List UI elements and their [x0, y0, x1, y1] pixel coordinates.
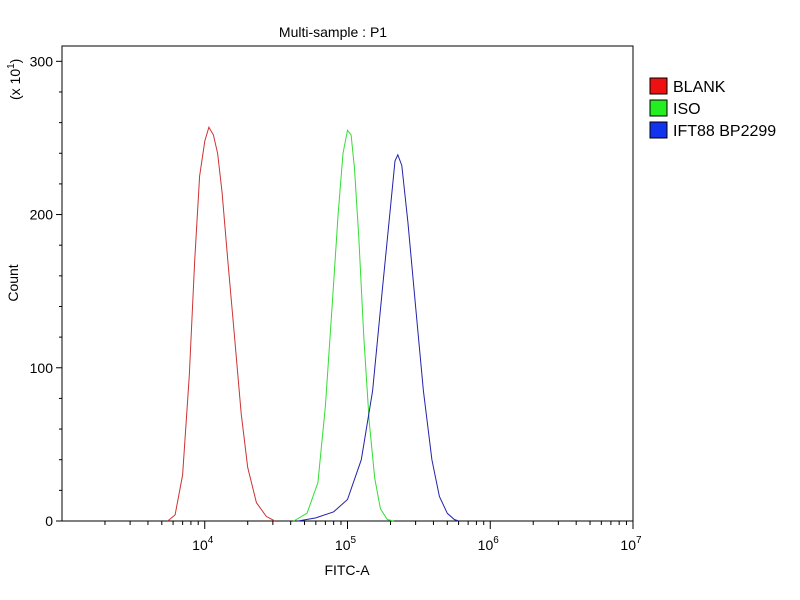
legend: BLANK ISO IFT88 BP2299: [649, 77, 776, 140]
y-multiplier-close: ): [7, 59, 23, 64]
chart-title: Multi-sample : P1: [279, 24, 387, 40]
y-axis-label: Count: [5, 264, 21, 301]
y-multiplier-prefix: (x 10: [7, 69, 23, 100]
y-axis-ticks: 0 100 200 300: [30, 53, 62, 529]
legend-swatch: [649, 99, 668, 117]
legend-label: BLANK: [673, 79, 726, 96]
series-line-2: [293, 129, 394, 522]
legend-swatch: [649, 77, 668, 95]
series-layer: [167, 125, 459, 522]
legend-swatch: [649, 121, 668, 139]
x-tick-label: 105: [335, 535, 357, 553]
y-tick-label: 100: [30, 360, 54, 376]
y-tick-label: 200: [30, 207, 54, 223]
y-tick-label: 300: [30, 53, 54, 69]
series-line-1: [167, 125, 276, 522]
x-tick-label: 107: [620, 535, 642, 553]
y-multiplier-exponent: 1: [6, 63, 17, 69]
x-axis-label: FITC-A: [324, 562, 370, 578]
x-tick-label: 104: [192, 535, 214, 553]
legend-label: ISO: [673, 101, 701, 118]
series-line-3: [297, 153, 459, 522]
legend-label: IFT88 BP2299: [673, 123, 776, 140]
y-tick-label: 0: [45, 513, 53, 529]
y-multiplier: (x 101): [6, 59, 23, 100]
x-axis-ticks: 104 105 106 107: [104, 521, 642, 553]
svg-text:(x 101): (x 101): [6, 59, 23, 100]
x-tick-label: 106: [478, 535, 500, 553]
